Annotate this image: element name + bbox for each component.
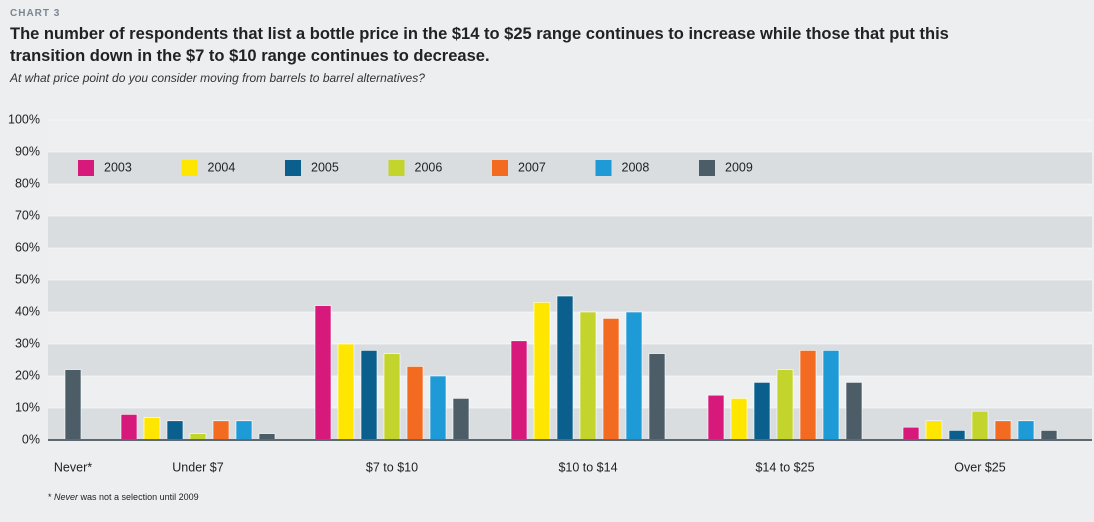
bar	[799, 350, 817, 441]
legend-label: 2004	[208, 160, 236, 174]
legend-swatch	[699, 160, 715, 176]
grid-band	[48, 248, 1092, 280]
bar	[360, 350, 378, 441]
bar	[510, 340, 528, 441]
bar	[533, 302, 551, 441]
chart-title: The number of respondents that list a bo…	[10, 25, 949, 65]
bar	[314, 305, 332, 441]
bar	[579, 311, 597, 441]
bar	[556, 295, 574, 441]
bar	[948, 430, 966, 441]
bar	[625, 311, 643, 441]
bar	[994, 420, 1012, 441]
x-tick-label: Over $25	[954, 460, 1005, 474]
bar	[1040, 430, 1058, 441]
footnote: * Never was not a selection until 2009	[48, 492, 199, 502]
x-tick-label: $14 to $25	[755, 460, 814, 474]
legend-label: 2009	[725, 160, 753, 174]
legend-label: 2006	[415, 160, 443, 174]
chart-subtitle: At what price point do you consider movi…	[10, 71, 425, 85]
legend-swatch	[595, 160, 612, 176]
bar	[971, 410, 989, 441]
bar	[845, 382, 863, 441]
bar	[337, 343, 355, 441]
bar	[753, 382, 771, 441]
y-tick-label: 30%	[15, 336, 40, 350]
bar	[822, 350, 840, 441]
y-tick-label: 10%	[15, 400, 40, 414]
legend-label: 2008	[622, 160, 650, 174]
footnote-mark: *	[48, 492, 54, 502]
bar	[1017, 420, 1035, 441]
bar	[902, 426, 920, 441]
grid-band	[48, 184, 1092, 216]
grid-band	[48, 152, 1092, 184]
legend-label: 2003	[104, 160, 132, 174]
y-tick-label: 20%	[15, 368, 40, 382]
x-tick-label: Under $7	[172, 460, 223, 474]
legend-swatch	[492, 160, 508, 176]
y-tick-label: 50%	[15, 272, 40, 286]
footnote-text: was not a selection until 2009	[78, 492, 199, 502]
x-tick-label: Never*	[54, 460, 92, 474]
header: CHART 3 The number of respondents that l…	[10, 8, 1020, 85]
bar	[212, 420, 230, 441]
bar	[64, 369, 82, 441]
x-tick-label: $7 to $10	[366, 460, 418, 474]
bar	[429, 375, 447, 441]
bar	[406, 366, 424, 441]
y-tick-label: 40%	[15, 304, 40, 318]
y-tick-label: 100%	[8, 112, 40, 126]
bar	[120, 414, 138, 441]
legend-swatch	[285, 160, 301, 176]
bar	[925, 420, 943, 441]
x-tick-label: $10 to $14	[558, 460, 617, 474]
y-tick-label: 70%	[15, 208, 40, 222]
legend-label: 2007	[518, 160, 546, 174]
bar	[730, 398, 748, 441]
bar	[602, 318, 620, 441]
y-tick-label: 80%	[15, 176, 40, 190]
legend-swatch	[181, 160, 198, 176]
grid-band	[48, 120, 1092, 152]
legend-swatch	[388, 160, 405, 176]
bar	[776, 369, 794, 441]
grid-band	[48, 216, 1092, 248]
bar	[452, 398, 470, 441]
y-tick-label: 90%	[15, 144, 40, 158]
footnote-term: Never	[54, 492, 79, 502]
bar	[166, 420, 184, 441]
legend-swatch	[78, 160, 94, 176]
chart-label: CHART 3	[10, 8, 61, 19]
bar	[383, 353, 401, 441]
bar	[235, 420, 253, 441]
legend-label: 2005	[311, 160, 339, 174]
bar	[707, 394, 725, 441]
y-tick-label: 60%	[15, 240, 40, 254]
bar	[648, 353, 666, 441]
y-tick-label: 0%	[22, 432, 40, 446]
bar	[143, 417, 161, 441]
